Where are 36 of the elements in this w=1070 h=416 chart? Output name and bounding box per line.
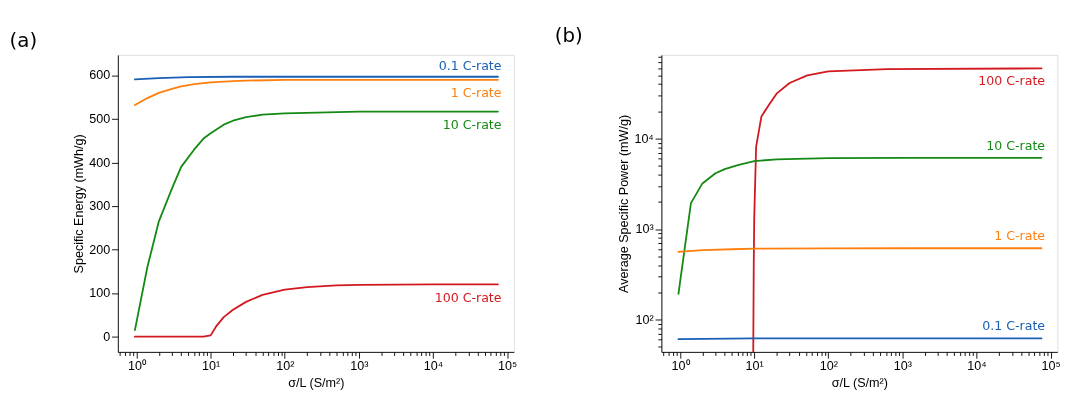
y-tick-label: 300	[89, 199, 111, 214]
series-label: 100 C-rate	[434, 289, 502, 305]
y-tick-label: 0	[103, 329, 111, 344]
x-tick-label: 10¹	[202, 359, 221, 374]
x-tick-label: 10¹	[745, 359, 764, 374]
y-tick-label: 500	[89, 112, 111, 127]
x-tick-label: 10⁰	[671, 359, 691, 374]
series-label: 10 C-rate	[986, 137, 1046, 153]
x-tick-label: 10⁵	[498, 359, 518, 374]
x-axis-title: σ/L (S/m²)	[288, 375, 345, 390]
series-label: 100 C-rate	[978, 73, 1046, 89]
x-tick-label: 10²	[276, 359, 295, 374]
chart-title: (b)	[554, 24, 583, 48]
x-tick-label: 10⁴	[423, 359, 444, 374]
y-axis-title: Average Specific Power (mW/g)	[617, 114, 632, 293]
y-tick-label: 10⁴	[634, 131, 654, 146]
y-tick-label: 10²	[635, 312, 654, 327]
x-tick-label: 10³	[893, 359, 913, 374]
series-label: 0.1 C-rate	[982, 318, 1046, 334]
x-axis-title: σ/L (S/m²)	[831, 375, 888, 390]
x-tick-label: 10³	[350, 359, 369, 374]
y-tick-label: 600	[89, 68, 111, 83]
y-tick-label: 200	[89, 242, 111, 257]
y-tick-label: 100	[89, 286, 111, 301]
x-tick-label: 10⁰	[128, 359, 147, 374]
x-tick-label: 10⁴	[967, 359, 987, 374]
x-tick-label: 10⁵	[1041, 359, 1061, 374]
y-tick-label: 10³	[635, 222, 654, 237]
series-label: 1 C-rate	[994, 228, 1046, 244]
y-axis-title: Specific Energy (mWh/g)	[71, 134, 86, 274]
y-tick-label: 400	[89, 155, 111, 170]
series-label: 10 C-rate	[442, 116, 502, 132]
x-tick-label: 10²	[819, 359, 838, 374]
series-label: 0.1 C-rate	[438, 58, 502, 74]
series-label: 1 C-rate	[450, 84, 502, 100]
chart-title: (a)	[9, 28, 38, 52]
